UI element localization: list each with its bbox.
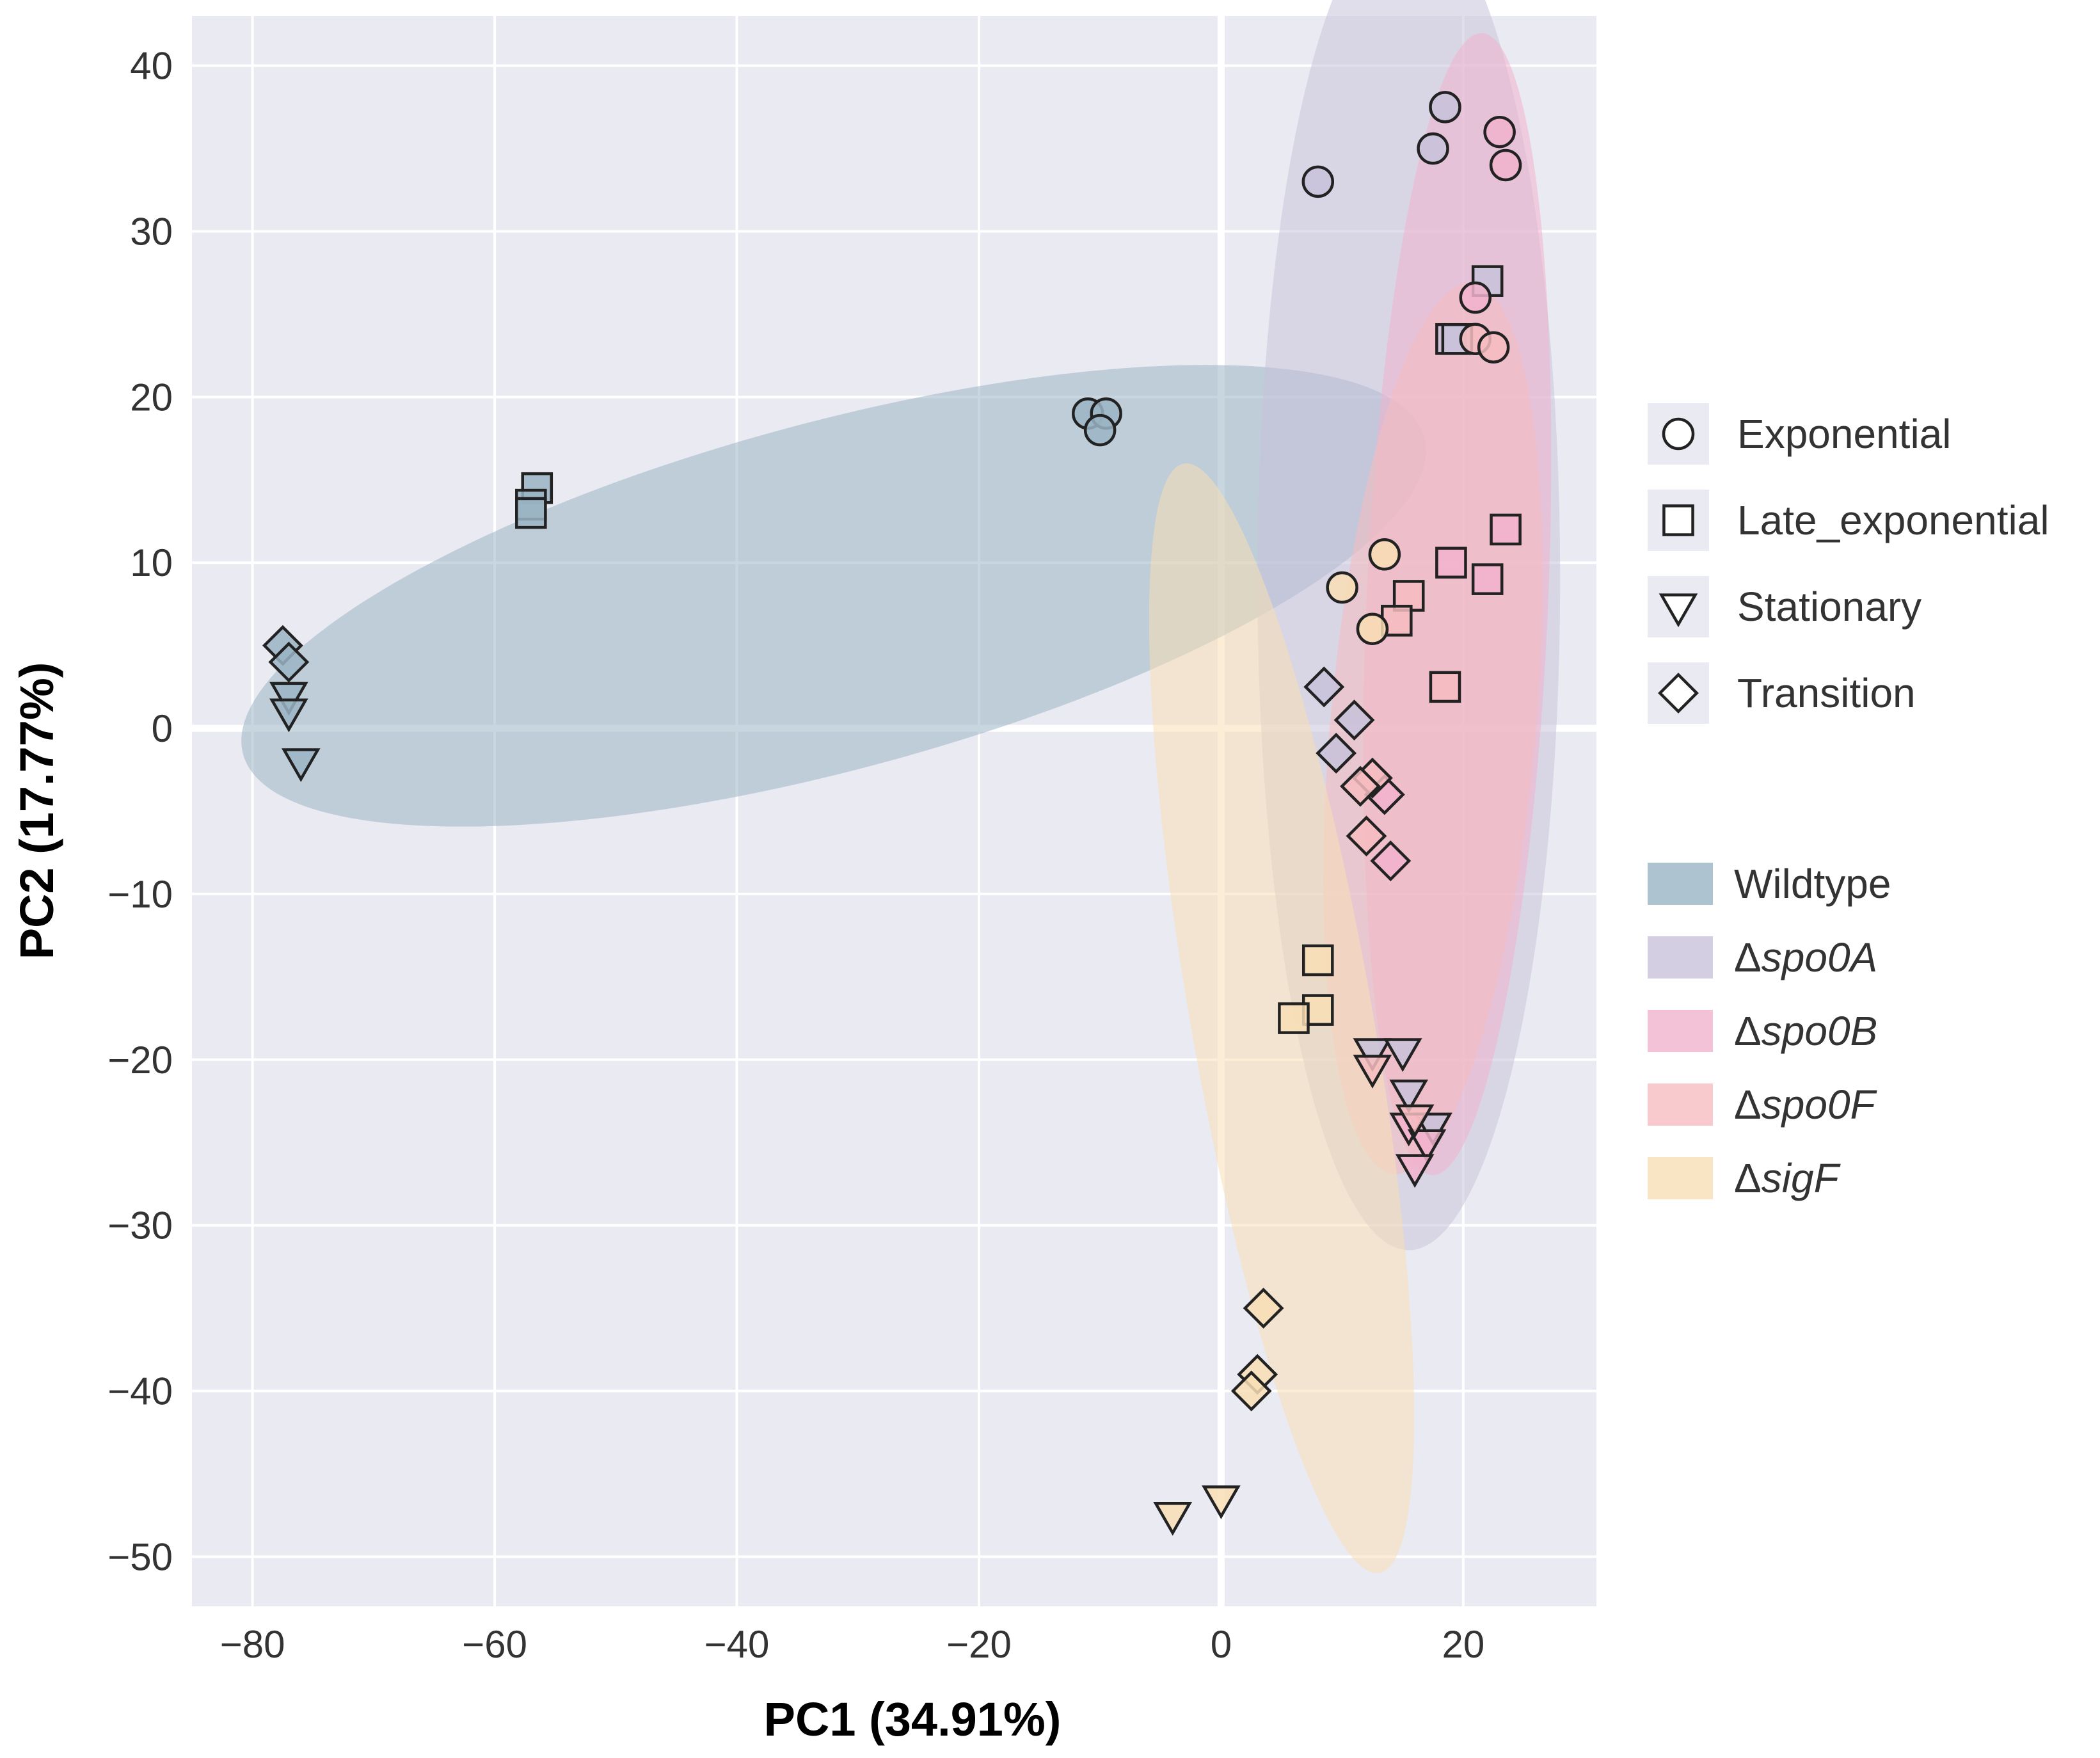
data-point-diamond [1243,1288,1284,1329]
y-tick-label: 20 [130,376,173,419]
data-point-triangle-down [1202,1485,1241,1519]
x-tick-label: 0 [1211,1623,1232,1666]
y-axis-label: PC2 (17.77%) [10,662,63,960]
data-point-circle [1483,115,1516,148]
data-point-square [1471,563,1504,595]
legend-label: Wildtype [1734,861,1891,907]
legend-label: Late_exponential [1737,497,2049,543]
y-tick-label: 30 [130,211,173,253]
data-point-diamond [1303,666,1345,708]
legend-color-swatch [1648,1083,1713,1126]
data-point-triangle-down [1383,1038,1422,1072]
data-point-diamond [268,641,310,683]
x-tick-label: −80 [220,1623,285,1666]
y-tick-label: 40 [130,45,173,88]
y-tick-label: −20 [107,1039,173,1082]
data-point-circle [1301,165,1335,198]
data-point-circle [1459,281,1492,314]
data-point-diamond [1346,815,1387,857]
data-point-triangle-down [1407,1129,1447,1163]
data-point-triangle-down [1389,1079,1429,1114]
legend-color-swatch [1648,1157,1713,1199]
y-tick-label: 0 [152,707,173,750]
legend-label: Exponential [1737,411,1951,457]
x-tick-label: −40 [704,1623,770,1666]
data-point-circle [1326,571,1358,604]
legend-color-swatch [1648,936,1713,979]
data-point-triangle-down [1395,1154,1435,1188]
legend-square-icon [1662,504,1694,536]
legend-triangle-down-icon [1659,593,1698,628]
group-ellipse [1323,282,1543,1174]
group-ellipse [241,365,1426,827]
data-point-triangle-down [1353,1055,1392,1089]
data-point-circle [1083,413,1117,447]
y-tick-label: −50 [107,1535,173,1578]
legend-diamond-icon [1658,673,1699,714]
data-point-triangle-down [1413,1112,1452,1147]
data-point-triangle-down [1353,1038,1392,1072]
x-axis-label: PC1 (34.91%) [764,1693,1062,1746]
x-tick-label: −60 [462,1623,527,1666]
y-tick-label: −10 [107,873,173,916]
data-point-circle [1477,331,1510,364]
shape-legend: Exponential Late_exponential Stationary Tra… [1648,403,2049,724]
data-point-diamond [1230,1370,1272,1412]
data-point-triangle-down [1153,1501,1193,1536]
data-point-diamond [1316,732,1357,774]
data-point-square [1429,671,1461,703]
y-tick-labels: −50 −40 −30 −20 −10 0 10 20 30 40 [107,45,173,1579]
data-point-circle [1489,148,1522,182]
data-point-square [515,497,547,529]
x-tick-labels: −80 −60 −40 −20 0 20 [220,1623,1485,1666]
legend-label: Transition [1737,670,1916,716]
legend-label: Δspo0A [1734,934,1877,980]
data-point-circle [1356,612,1389,646]
data-point-circle [1429,91,1461,124]
data-point-triangle-down [269,698,308,733]
data-point-square [1490,513,1522,546]
data-point-circle [1417,132,1449,165]
data-point-square [1278,1002,1310,1034]
data-point-diamond [1340,765,1381,807]
data-point-diamond [1370,840,1412,882]
y-tick-label: 10 [130,541,173,584]
data-point-square [1301,944,1334,977]
legend-circle-icon [1662,417,1695,451]
data-point-circle [1368,538,1401,571]
legend-label: Δspo0B [1734,1008,1877,1054]
legend-label: ΔsigF [1734,1155,1841,1201]
data-points [262,91,1522,1536]
legend-label: Stationary [1737,584,1921,630]
legend-color-swatch [1648,863,1713,905]
x-tick-label: 20 [1442,1623,1484,1666]
data-point-triangle-down [269,682,308,716]
data-point-triangle-down [281,748,321,782]
legend-label: Δspo0F [1734,1082,1878,1128]
y-tick-label: −30 [107,1204,173,1247]
x-tick-label: −20 [946,1623,1012,1666]
group-legend: Wildtype Δspo0A Δspo0B Δspo0F ΔsigF [1648,861,1891,1201]
data-point-triangle-down [1395,1104,1435,1139]
data-point-diamond [1333,699,1375,741]
data-point-square [1435,547,1467,579]
legend-color-swatch [1648,1010,1713,1052]
y-tick-label: −40 [107,1370,173,1412]
